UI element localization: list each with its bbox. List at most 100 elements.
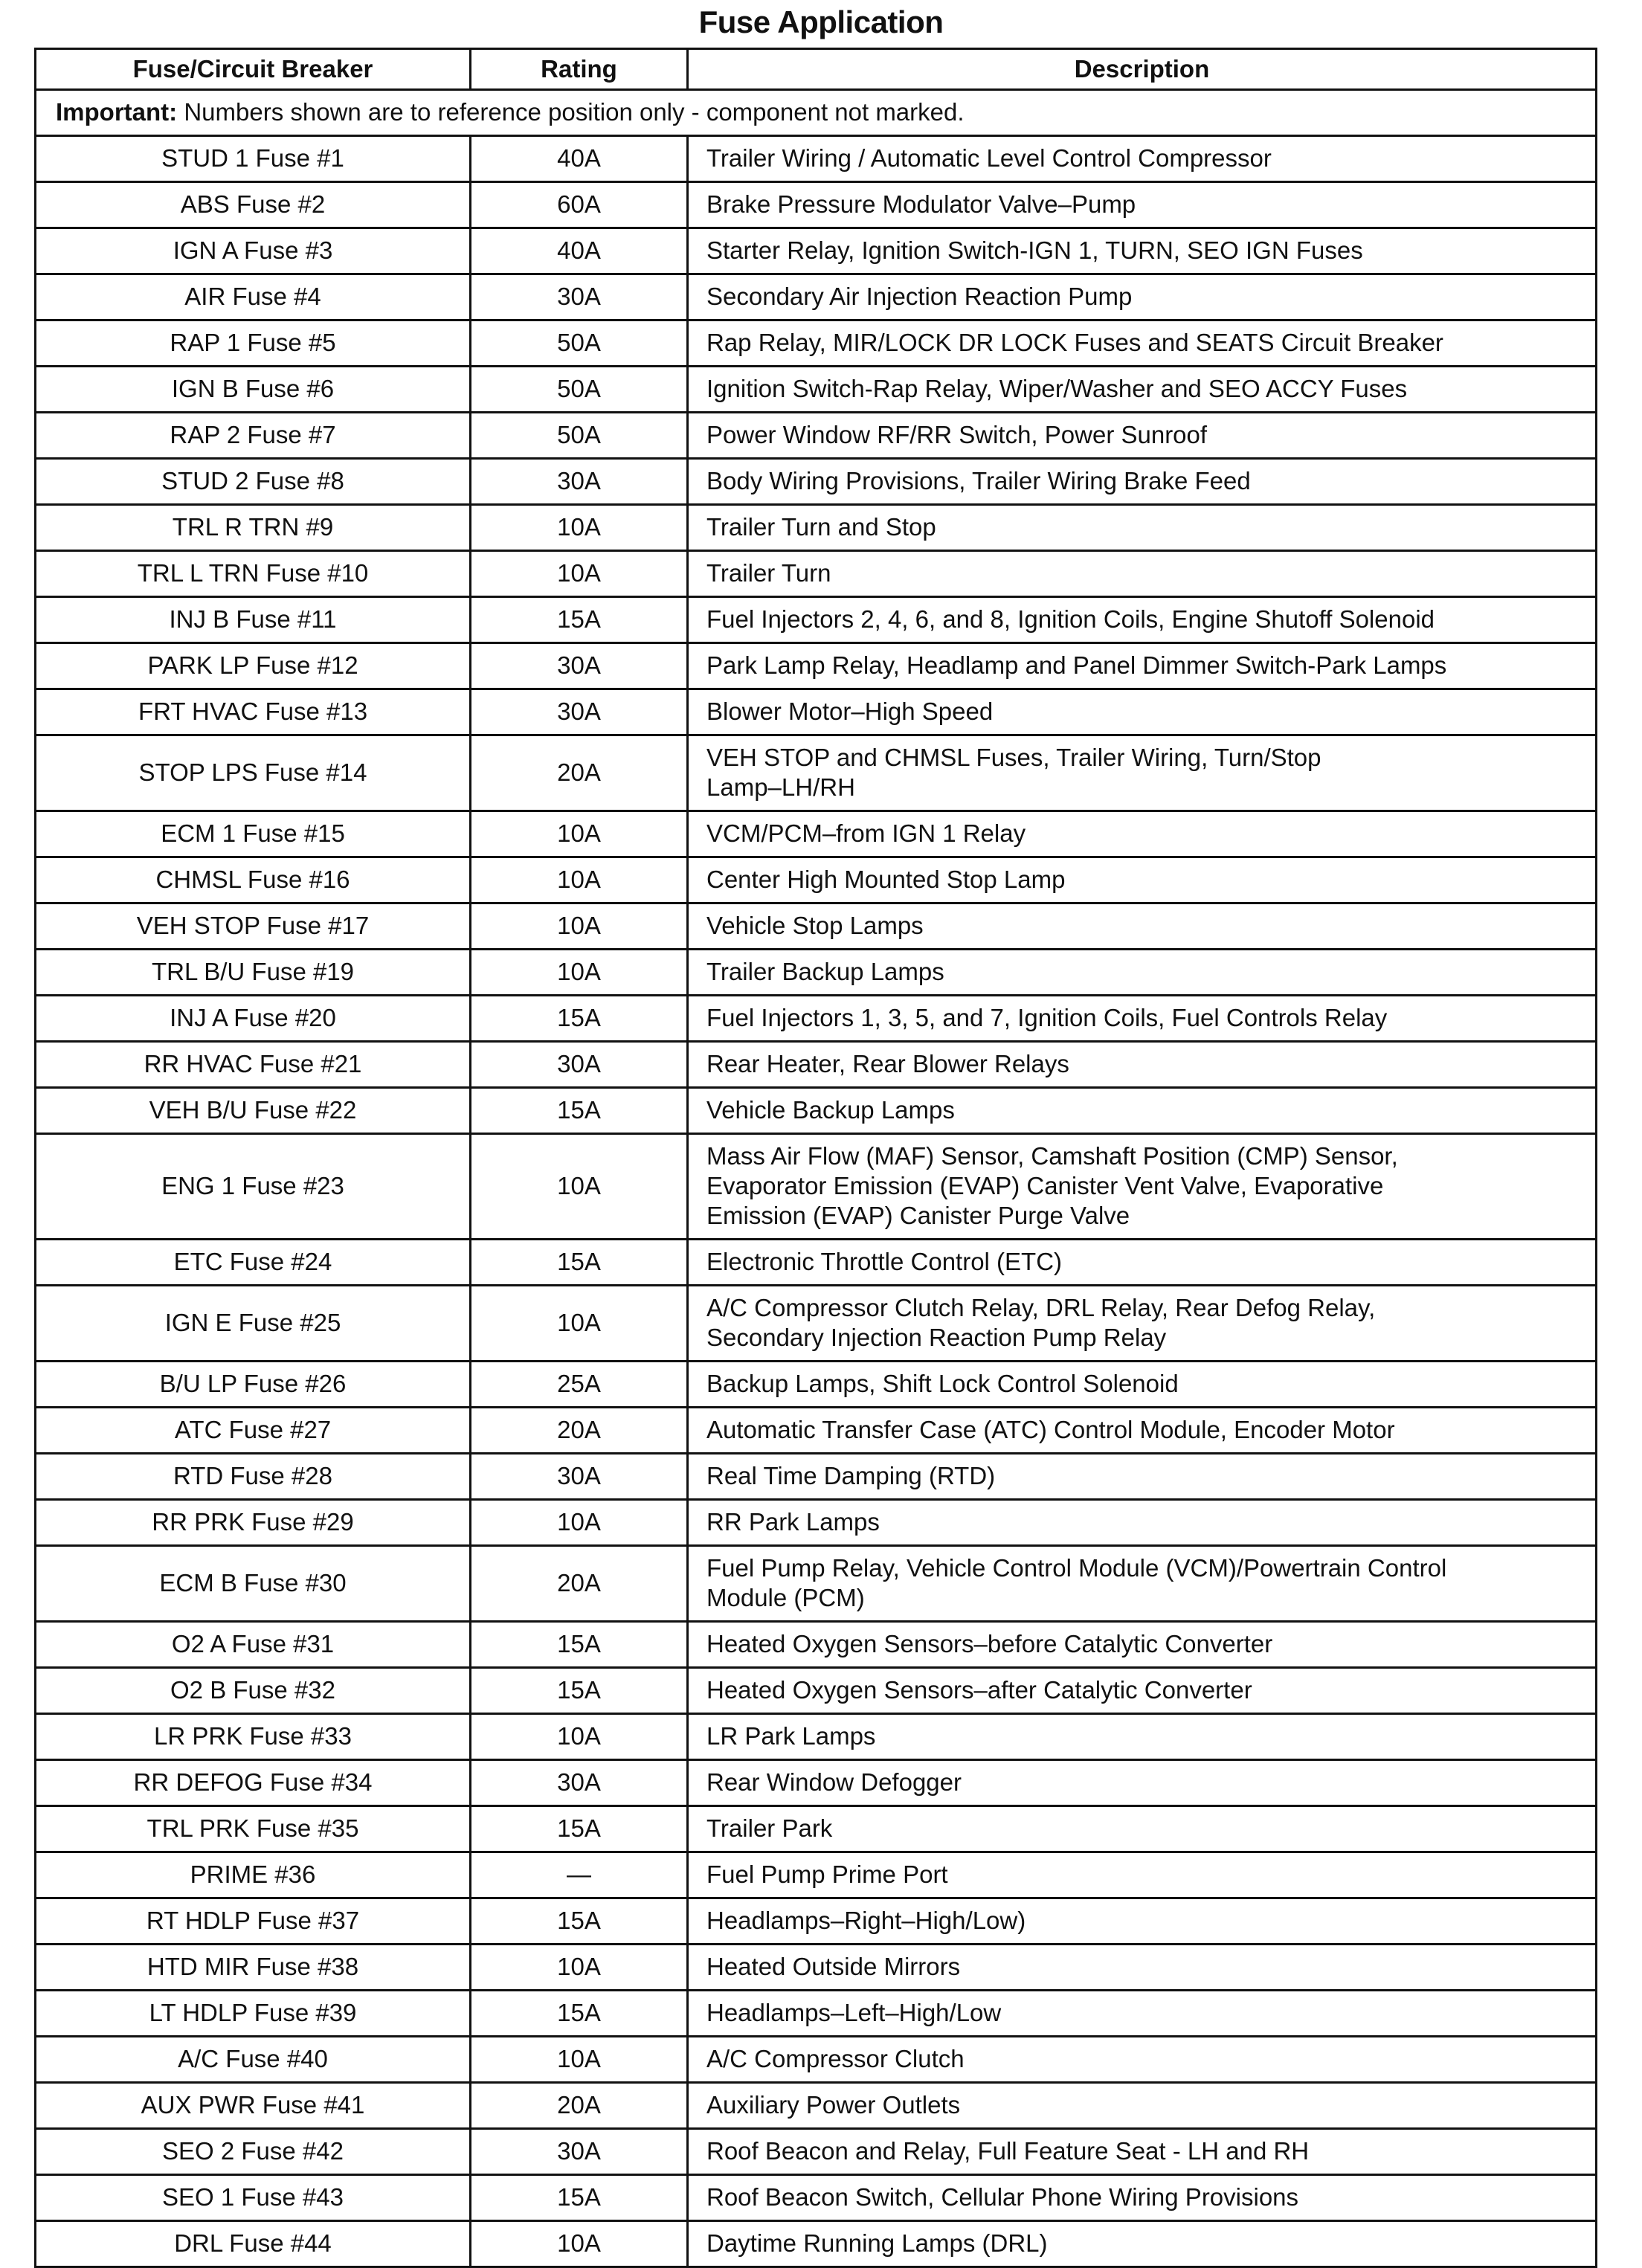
fuse-cell: LR PRK Fuse #33 xyxy=(34,1713,471,1761)
table-row: ENG 1 Fuse #23 10A Mass Air Flow (MAF) Sen… xyxy=(34,1133,1597,1240)
fuse-cell: IGN B Fuse #6 xyxy=(34,365,471,413)
rating-cell: 10A xyxy=(469,810,689,858)
fuse-cell: STOP LPS Fuse #14 xyxy=(34,734,471,812)
description-cell: Auxiliary Power Outlets xyxy=(686,2081,1597,2130)
table-row: SEO 2 Fuse #42 30A Roof Beacon and Relay, … xyxy=(34,2127,1597,2176)
description-cell: Trailer Turn xyxy=(686,550,1597,598)
description-cell: Trailer Turn and Stop xyxy=(686,503,1597,552)
rating-cell: 10A xyxy=(469,902,689,950)
table-row: IGN E Fuse #25 10A A/C Compressor Clutch R… xyxy=(34,1284,1597,1362)
rating-cell: 30A xyxy=(469,1040,689,1089)
fuse-cell: CHMSL Fuse #16 xyxy=(34,856,471,904)
rating-cell: 15A xyxy=(469,1238,689,1286)
fuse-cell: TRL PRK Fuse #35 xyxy=(34,1805,471,1853)
table-row: ECM B Fuse #30 20A Fuel Pump Relay, Vehicl… xyxy=(34,1544,1597,1623)
description-cell: Roof Beacon Switch, Cellular Phone Wirin… xyxy=(686,2174,1597,2222)
table-row: TRL L TRN Fuse #10 10A Trailer Turn xyxy=(34,550,1597,598)
fuse-cell: ECM 1 Fuse #15 xyxy=(34,810,471,858)
rating-cell: 20A xyxy=(469,2081,689,2130)
fuse-cell: O2 B Fuse #32 xyxy=(34,1666,471,1715)
description-cell: RR Park Lamps xyxy=(686,1498,1597,1547)
rating-cell: 10A xyxy=(469,2035,689,2084)
fuse-cell: ATC Fuse #27 xyxy=(34,1406,471,1454)
table-row: RAP 2 Fuse #7 50A Power Window RF/RR Switc… xyxy=(34,411,1597,460)
fuse-cell: ECM B Fuse #30 xyxy=(34,1544,471,1623)
description-cell: Roof Beacon and Relay, Full Feature Seat… xyxy=(686,2127,1597,2176)
table-row: STOP LPS Fuse #14 20A VEH STOP and CHMSL F… xyxy=(34,734,1597,812)
description-cell: Power Window RF/RR Switch, Power Sunroof xyxy=(686,411,1597,460)
table-row: RAP 1 Fuse #5 50A Rap Relay, MIR/LOCK DR L… xyxy=(34,319,1597,367)
fuse-cell: ABS Fuse #2 xyxy=(34,181,471,229)
table-row: IGN B Fuse #6 50A Ignition Switch-Rap Rela… xyxy=(34,365,1597,413)
rating-cell: 15A xyxy=(469,1666,689,1715)
rating-cell: 30A xyxy=(469,642,689,690)
description-cell: Rear Heater, Rear Blower Relays xyxy=(686,1040,1597,1089)
rating-cell: 10A xyxy=(469,550,689,598)
description-cell: Daytime Running Lamps (DRL) xyxy=(686,2220,1597,2268)
fuse-cell: ETC Fuse #24 xyxy=(34,1238,471,1286)
description-cell: Automatic Transfer Case (ATC) Control Mo… xyxy=(686,1406,1597,1454)
table-row: ECM 1 Fuse #15 10A VCM/PCM–from IGN 1 Rela… xyxy=(34,810,1597,858)
rating-cell: 10A xyxy=(469,1943,689,1991)
fuse-cell: RAP 1 Fuse #5 xyxy=(34,319,471,367)
rating-cell: 10A xyxy=(469,856,689,904)
rating-cell: 30A xyxy=(469,1452,689,1501)
rating-cell: 10A xyxy=(469,2220,689,2268)
description-cell: VCM/PCM–from IGN 1 Relay xyxy=(686,810,1597,858)
fuse-cell: RAP 2 Fuse #7 xyxy=(34,411,471,460)
table-row: TRL PRK Fuse #35 15A Trailer Park xyxy=(34,1805,1597,1853)
table-row: RR DEFOG Fuse #34 30A Rear Window Defogger xyxy=(34,1759,1597,1807)
header-row: Fuse/Circuit Breaker Rating Description xyxy=(34,48,1597,91)
table-row: AUX PWR Fuse #41 20A Auxiliary Power Outle… xyxy=(34,2081,1597,2130)
rating-cell: 30A xyxy=(469,688,689,736)
description-cell: Headlamps–Left–High/Low xyxy=(686,1989,1597,2037)
table-row: ATC Fuse #27 20A Automatic Transfer Case (… xyxy=(34,1406,1597,1454)
table-row: IGN A Fuse #3 40A Starter Relay, Ignition … xyxy=(34,227,1597,275)
fuse-cell: RTD Fuse #28 xyxy=(34,1452,471,1501)
description-cell: Body Wiring Provisions, Trailer Wiring B… xyxy=(686,457,1597,506)
description-cell: Trailer Wiring / Automatic Level Control… xyxy=(686,135,1597,183)
rating-cell: 10A xyxy=(469,1133,689,1240)
rating-cell: 60A xyxy=(469,181,689,229)
table-row: AIR Fuse #4 30A Secondary Air Injection Re… xyxy=(34,273,1597,321)
rating-cell: 10A xyxy=(469,948,689,996)
description-cell: Vehicle Backup Lamps xyxy=(686,1086,1597,1135)
fuse-cell: STUD 2 Fuse #8 xyxy=(34,457,471,506)
fuse-cell: VEH STOP Fuse #17 xyxy=(34,902,471,950)
table-row: A/C Fuse #40 10A A/C Compressor Clutch xyxy=(34,2035,1597,2084)
table-row: RR HVAC Fuse #21 30A Rear Heater, Rear Blo… xyxy=(34,1040,1597,1089)
header-rating: Rating xyxy=(469,48,689,91)
fuse-cell: ENG 1 Fuse #23 xyxy=(34,1133,471,1240)
rating-cell: 15A xyxy=(469,596,689,644)
table-row: CHMSL Fuse #16 10A Center High Mounted Sto… xyxy=(34,856,1597,904)
fuse-cell: RR DEFOG Fuse #34 xyxy=(34,1759,471,1807)
table-row: VEH STOP Fuse #17 10A Vehicle Stop Lamps xyxy=(34,902,1597,950)
description-cell: Mass Air Flow (MAF) Sensor, Camshaft Pos… xyxy=(686,1133,1597,1240)
table-row: B/U LP Fuse #26 25A Backup Lamps, Shift Lo… xyxy=(34,1360,1597,1408)
description-cell: Fuel Injectors 2, 4, 6, and 8, Ignition … xyxy=(686,596,1597,644)
table-row: RT HDLP Fuse #37 15A Headlamps–Right–High/… xyxy=(34,1897,1597,1945)
fuse-cell: RT HDLP Fuse #37 xyxy=(34,1897,471,1945)
table-row: LT HDLP Fuse #39 15A Headlamps–Left–High/L… xyxy=(34,1989,1597,2037)
rating-cell: 15A xyxy=(469,1989,689,2037)
description-cell: Center High Mounted Stop Lamp xyxy=(686,856,1597,904)
description-cell: Starter Relay, Ignition Switch-IGN 1, TU… xyxy=(686,227,1597,275)
rating-cell: 10A xyxy=(469,1713,689,1761)
description-cell: LR Park Lamps xyxy=(686,1713,1597,1761)
description-cell: A/C Compressor Clutch Relay, DRL Relay, … xyxy=(686,1284,1597,1362)
fuse-cell: A/C Fuse #40 xyxy=(34,2035,471,2084)
description-cell: Fuel Injectors 1, 3, 5, and 7, Ignition … xyxy=(686,994,1597,1043)
rating-cell: 15A xyxy=(469,1805,689,1853)
note-label: Important: xyxy=(56,98,178,126)
description-cell: Heated Outside Mirrors xyxy=(686,1943,1597,1991)
rating-cell: 10A xyxy=(469,503,689,552)
rating-cell: — xyxy=(469,1851,689,1899)
description-cell: Rear Window Defogger xyxy=(686,1759,1597,1807)
table-row: TRL B/U Fuse #19 10A Trailer Backup Lamps xyxy=(34,948,1597,996)
fuse-cell: VEH B/U Fuse #22 xyxy=(34,1086,471,1135)
fuse-cell: FRT HVAC Fuse #13 xyxy=(34,688,471,736)
table-row: HTD MIR Fuse #38 10A Heated Outside Mirror… xyxy=(34,1943,1597,1991)
note-row: Important: Numbers shown are to referenc… xyxy=(34,88,1597,137)
rating-cell: 50A xyxy=(469,365,689,413)
rating-cell: 10A xyxy=(469,1284,689,1362)
